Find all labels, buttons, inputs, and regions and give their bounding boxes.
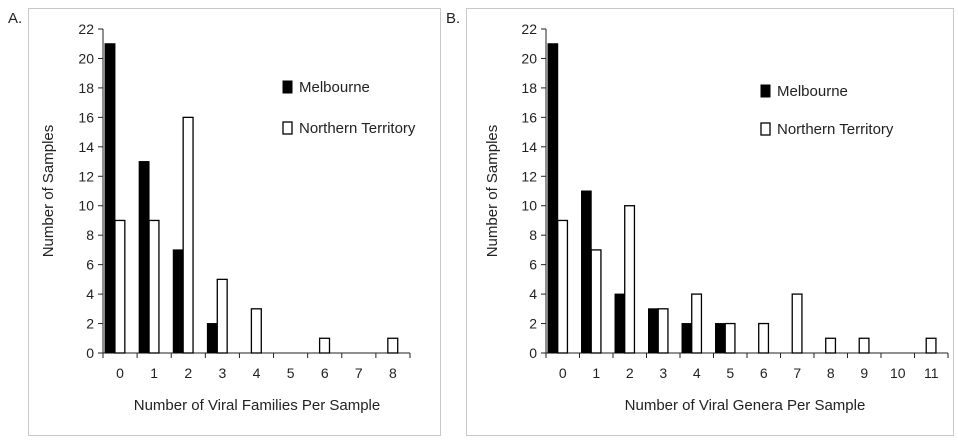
x-tick-label: 6	[321, 365, 329, 381]
y-tick-label: 16	[78, 109, 94, 125]
y-tick-label: 12	[521, 168, 537, 184]
x-tick-label: 10	[890, 365, 906, 381]
y-axis-title: Number of Samples	[484, 125, 501, 258]
bar-melbourne	[648, 308, 659, 354]
x-tick-label: 5	[726, 365, 734, 381]
bar-northern-territory	[318, 337, 331, 354]
bar-northern-territory	[114, 219, 126, 354]
bar-melbourne	[715, 323, 726, 354]
y-tick-label: 6	[86, 257, 94, 273]
bar-melbourne	[681, 323, 693, 354]
y-tick-label: 10	[521, 198, 537, 214]
bar-northern-territory	[825, 337, 837, 354]
bar-northern-territory	[925, 337, 937, 354]
chart-panel-a	[28, 8, 441, 436]
bar-northern-territory	[216, 278, 228, 354]
x-tick-label: 7	[355, 365, 363, 381]
y-axis-title: Number of Samples	[40, 125, 57, 258]
x-tick-label: 2	[626, 365, 634, 381]
x-tick-label: 2	[184, 365, 192, 381]
y-tick-label: 4	[529, 286, 537, 302]
y-tick-label: 18	[78, 80, 94, 96]
y-tick-label: 16	[521, 109, 537, 125]
bar-northern-territory	[657, 308, 669, 354]
bar-northern-territory	[557, 219, 569, 354]
x-axis-title: Number of Viral Genera Per Sample	[625, 397, 866, 414]
x-tick-label: 7	[793, 365, 801, 381]
y-tick-label: 6	[529, 257, 537, 273]
legend-label-northern-territory: Northern Territory	[777, 121, 894, 138]
x-tick-label: 3	[218, 365, 226, 381]
x-tick-label: 1	[150, 365, 158, 381]
y-tick-label: 20	[521, 50, 537, 66]
x-tick-label: 1	[592, 365, 600, 381]
x-tick-label: 8	[389, 365, 397, 381]
x-tick-label: 8	[827, 365, 835, 381]
bar-melbourne	[614, 293, 626, 354]
y-tick-label: 20	[78, 50, 94, 66]
y-tick-label: 0	[529, 345, 537, 361]
legend-swatch-melbourne	[282, 80, 293, 94]
y-tick-label: 22	[78, 21, 94, 37]
panel-b-label: B.	[446, 10, 461, 27]
bar-melbourne	[104, 43, 116, 354]
bar-northern-territory	[724, 322, 736, 354]
y-tick-label: 14	[78, 139, 94, 155]
chart-panel-b	[466, 8, 954, 436]
y-tick-label: 10	[78, 198, 94, 214]
legend-label-melbourne: Melbourne	[299, 79, 370, 96]
y-tick-label: 22	[521, 21, 537, 37]
bar-northern-territory	[182, 116, 194, 354]
y-tick-label: 2	[529, 316, 537, 332]
x-tick-label: 3	[659, 365, 667, 381]
y-tick-label: 0	[86, 345, 94, 361]
x-tick-label: 0	[116, 365, 124, 381]
bar-northern-territory	[624, 205, 636, 354]
bar-northern-territory	[758, 322, 770, 354]
legend-label-northern-territory: Northern Territory	[299, 120, 416, 137]
bar-northern-territory	[691, 293, 703, 354]
y-tick-label: 8	[529, 227, 537, 243]
bar-northern-territory	[590, 249, 602, 354]
bar-northern-territory	[250, 308, 262, 354]
y-tick-label: 2	[86, 316, 94, 332]
legend-label-melbourne: Melbourne	[777, 83, 848, 100]
x-tick-label: 4	[253, 365, 261, 381]
legend-swatch-melbourne	[760, 84, 771, 98]
y-tick-label: 4	[86, 286, 94, 302]
x-tick-label: 6	[760, 365, 768, 381]
bar-northern-territory	[387, 337, 399, 354]
y-tick-label: 12	[78, 168, 94, 184]
x-tick-label: 4	[693, 365, 701, 381]
x-tick-label: 11	[924, 365, 939, 381]
legend-swatch-northern-territory	[282, 121, 293, 135]
y-tick-label: 18	[521, 80, 537, 96]
bar-melbourne	[547, 43, 559, 354]
panel-a-label: A.	[8, 10, 23, 27]
x-tick-label: 9	[860, 365, 868, 381]
bar-northern-territory	[791, 293, 803, 354]
x-axis-title: Number of Viral Families Per Sample	[134, 397, 380, 414]
bar-melbourne	[581, 190, 592, 354]
x-tick-label: 5	[287, 365, 295, 381]
bar-northern-territory	[858, 337, 870, 354]
legend-swatch-northern-territory	[760, 122, 771, 136]
x-tick-label: 0	[559, 365, 567, 381]
bar-northern-territory	[148, 219, 160, 354]
y-tick-label: 8	[86, 227, 94, 243]
y-tick-label: 14	[521, 139, 537, 155]
